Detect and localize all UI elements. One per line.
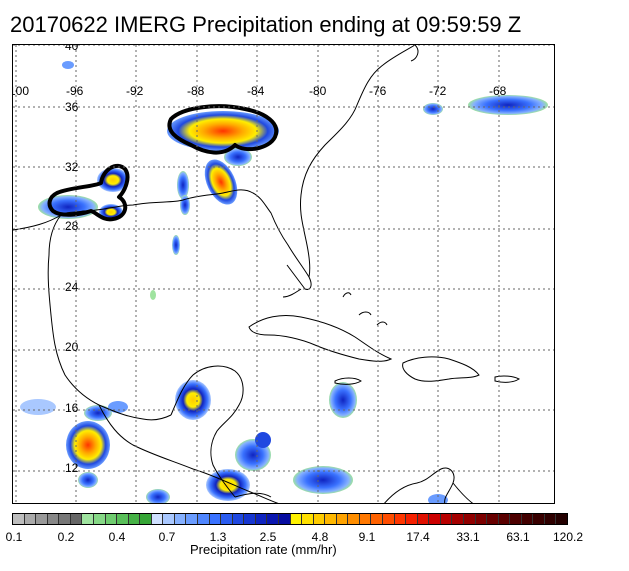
colorbar-tick-label: 0.2 bbox=[57, 530, 75, 544]
lat-label: 24 bbox=[65, 280, 79, 294]
colorbar-tick-label: 120.2 bbox=[552, 530, 584, 544]
lon-label: -80 bbox=[309, 84, 327, 98]
colorbar-title: Precipitation rate (mm/hr) bbox=[190, 542, 337, 557]
colorbar-swatch bbox=[417, 514, 430, 524]
lat-label: 32 bbox=[65, 160, 79, 174]
colorbar-swatch bbox=[544, 514, 557, 524]
colorbar-tick-label: 9.1 bbox=[358, 530, 376, 544]
colorbar-swatch bbox=[278, 514, 291, 524]
precipitation-map: -100 -96 -92 -88 -84 -80 -76 -72 -68 40 … bbox=[12, 44, 555, 504]
colorbar-swatch bbox=[209, 514, 222, 524]
colorbar-swatch bbox=[267, 514, 279, 524]
colorbar-tick-label: 2.5 bbox=[259, 530, 277, 544]
colorbar-swatch bbox=[336, 514, 349, 524]
colorbar-swatch bbox=[70, 514, 83, 524]
colorbar-swatch bbox=[371, 514, 383, 524]
colorbar-swatch bbox=[383, 514, 395, 524]
colorbar-tick-label: 0.7 bbox=[158, 530, 176, 544]
colorbar-swatch bbox=[521, 514, 534, 524]
lon-label: -88 bbox=[187, 84, 205, 98]
colorbar-swatch bbox=[244, 514, 256, 524]
colorbar-swatch bbox=[255, 514, 268, 524]
colorbar-swatch bbox=[117, 514, 129, 524]
map-canvas bbox=[13, 45, 554, 503]
colorbar-swatch bbox=[533, 514, 545, 524]
colorbar-tick-label: 33.1 bbox=[456, 530, 480, 544]
lon-label: -76 bbox=[369, 84, 387, 98]
lon-label: -96 bbox=[66, 84, 84, 98]
lat-label: 12 bbox=[65, 461, 79, 475]
colorbar-tick-label: 0.1 bbox=[5, 530, 23, 544]
colorbar-tick-label: 63.1 bbox=[506, 530, 530, 544]
colorbar-swatch bbox=[429, 514, 441, 524]
colorbar-swatch bbox=[556, 514, 567, 524]
colorbar-swatch bbox=[140, 514, 152, 524]
colorbar-swatch bbox=[186, 514, 198, 524]
precipitation-cells bbox=[20, 61, 548, 503]
lon-label: -68 bbox=[489, 84, 507, 98]
lat-label: 40 bbox=[65, 44, 79, 53]
colorbar-swatch bbox=[128, 514, 141, 524]
colorbar-swatch bbox=[221, 514, 233, 524]
colorbar-swatch bbox=[232, 514, 245, 524]
colorbar-swatch bbox=[510, 514, 522, 524]
colorbar-swatch bbox=[36, 514, 48, 524]
colorbar-swatch bbox=[174, 514, 187, 524]
colorbar-swatch bbox=[163, 514, 175, 524]
lat-label: 16 bbox=[65, 401, 79, 415]
colorbar-swatch bbox=[198, 514, 210, 524]
colorbar-swatch bbox=[290, 514, 303, 524]
map-title: 20170622 IMERG Precipitation ending at 0… bbox=[10, 12, 522, 37]
lat-label: 20 bbox=[65, 340, 79, 354]
contour-outlines bbox=[47, 104, 279, 222]
colorbar-swatch bbox=[348, 514, 360, 524]
lon-label: -92 bbox=[126, 84, 144, 98]
colorbar-swatch bbox=[475, 514, 488, 524]
precipitation-colorbar bbox=[12, 513, 568, 525]
colorbar-swatch bbox=[13, 514, 25, 524]
colorbar-swatch bbox=[313, 514, 326, 524]
lon-label: -100 bbox=[13, 84, 30, 98]
colorbar-swatch bbox=[406, 514, 418, 524]
colorbar-swatch bbox=[359, 514, 372, 524]
colorbar-tick-label: 0.4 bbox=[108, 530, 126, 544]
colorbar-swatch bbox=[82, 514, 94, 524]
colorbar-swatch bbox=[47, 514, 60, 524]
colorbar-swatch bbox=[59, 514, 71, 524]
colorbar-swatch bbox=[452, 514, 464, 524]
lon-label: -84 bbox=[247, 84, 265, 98]
colorbar-swatch bbox=[302, 514, 314, 524]
colorbar-swatch bbox=[105, 514, 118, 524]
colorbar-swatch bbox=[498, 514, 511, 524]
colorbar-tick-label: 4.8 bbox=[311, 530, 329, 544]
colorbar-swatch bbox=[24, 514, 37, 524]
colorbar-swatch bbox=[151, 514, 164, 524]
colorbar-swatch bbox=[487, 514, 499, 524]
colorbar-swatch bbox=[394, 514, 407, 524]
colorbar-swatch bbox=[325, 514, 337, 524]
colorbar-swatch bbox=[440, 514, 453, 524]
colorbar-swatch bbox=[93, 514, 106, 524]
graticule bbox=[13, 45, 554, 503]
lon-label: -72 bbox=[429, 84, 447, 98]
colorbar-tick-label: 1.3 bbox=[209, 530, 227, 544]
coastlines bbox=[13, 45, 520, 503]
lat-label: 28 bbox=[65, 219, 79, 233]
colorbar-tick-label: 17.4 bbox=[406, 530, 430, 544]
lat-label: 36 bbox=[65, 100, 79, 114]
colorbar-swatch bbox=[463, 514, 476, 524]
